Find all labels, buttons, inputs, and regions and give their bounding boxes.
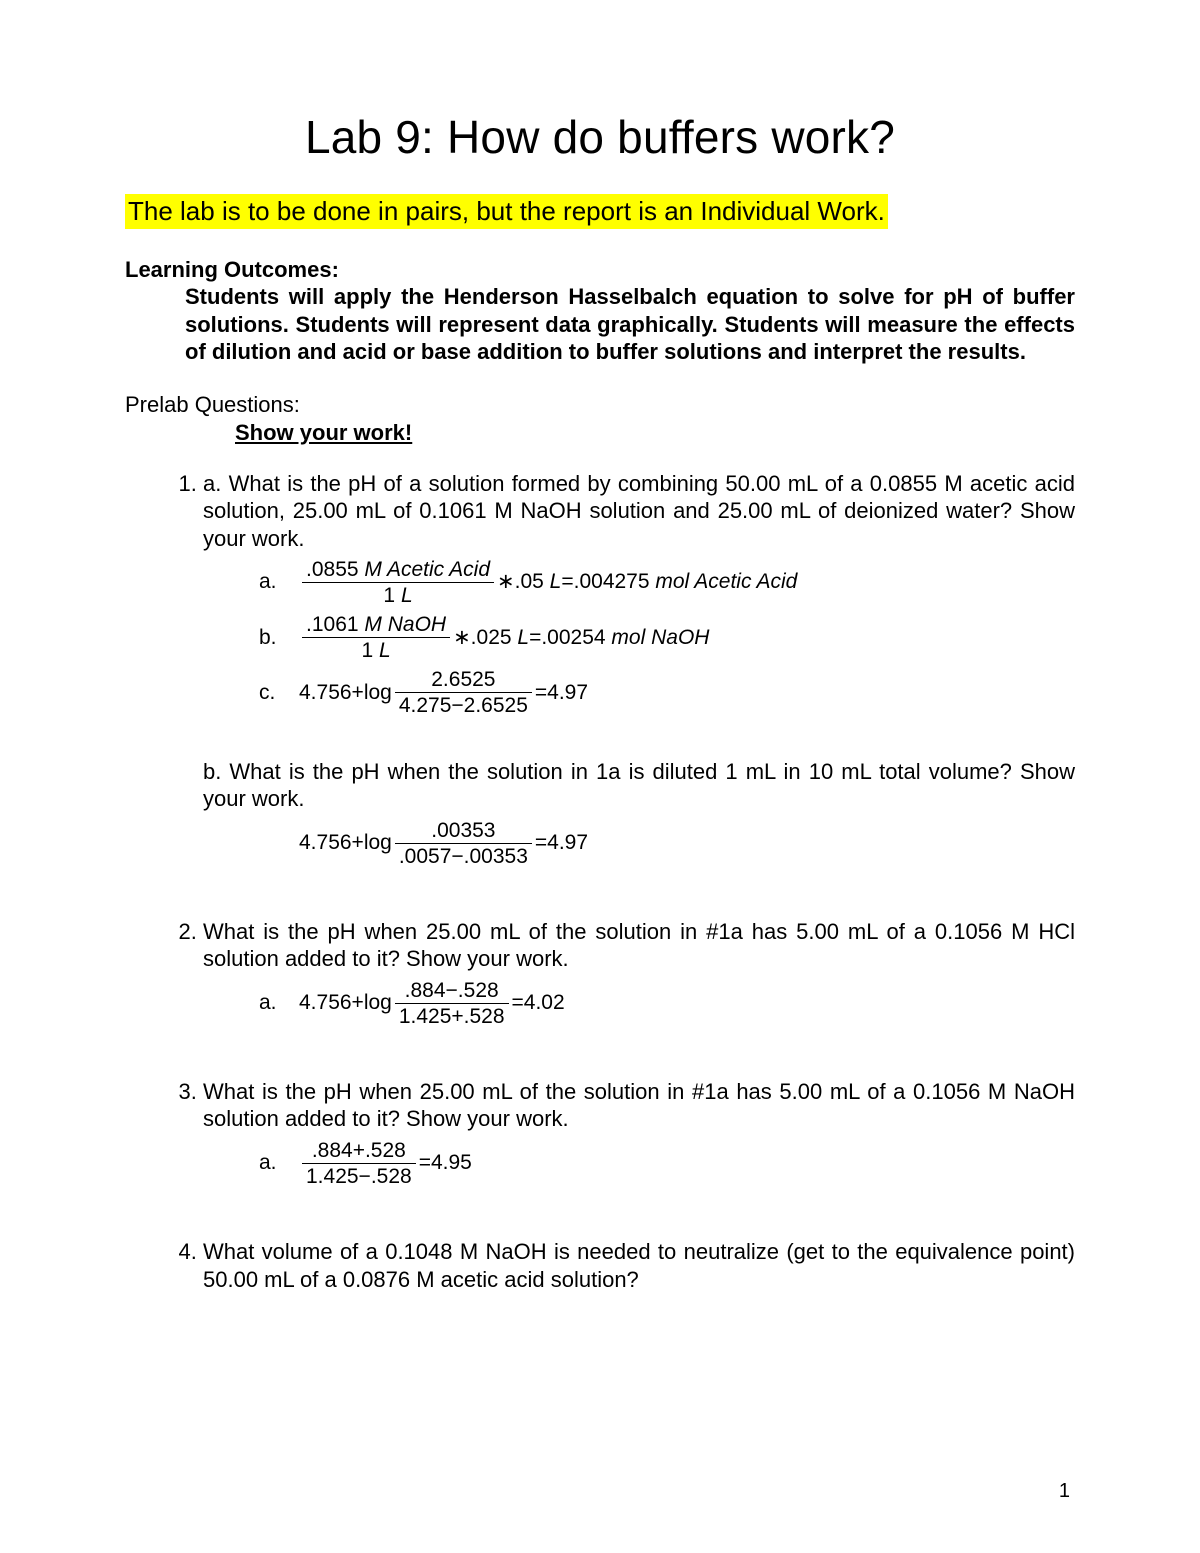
page-number: 1 [1059,1480,1070,1503]
fraction: 2.6525 4.275−2.6525 [395,668,532,717]
prelab-label: Prelab Questions: [125,392,1075,418]
q2-equations: a. 4.756+log .884−.528 1.425+.528 =4.02 [259,979,1075,1028]
q2-eq-a: a. 4.756+log .884−.528 1.425+.528 =4.02 [259,979,1075,1028]
fraction: .884+.528 1.425−.528 [302,1139,416,1188]
denominator: 1 L [302,638,450,662]
eq-letter: c. [259,680,299,706]
eq-tail: =4.02 [512,990,565,1016]
numerator: .884+.528 [302,1139,416,1164]
q1a-equations: a. .0855 M Acetic Acid 1 L ∗.05 L=.00427… [259,558,1075,718]
questions-list: a. What is the pH of a solution formed b… [125,470,1075,1294]
eq-tail: ∗.025 L=.00254 mol NaOH [453,625,709,651]
fraction: .00353 .0057−.00353 [395,819,532,868]
q1b-text: b. What is the pH when the solution in 1… [203,758,1075,813]
question-3: What is the pH when 25.00 mL of the solu… [203,1078,1075,1188]
denominator: 1 L [302,583,494,607]
q2-text: What is the pH when 25.00 mL of the solu… [203,918,1075,973]
question-2: What is the pH when 25.00 mL of the solu… [203,918,1075,1028]
learning-outcomes-heading: Learning Outcomes: [125,257,1075,283]
numerator: .0855 M Acetic Acid [302,558,494,583]
eq-lead: 4.756+log [299,680,392,706]
eq-tail: ∗.05 L=.004275 mol Acetic Acid [497,569,797,595]
highlight-text: The lab is to be done in pairs, but the … [125,194,888,229]
learning-outcomes-body: Students will apply the Henderson Hassel… [185,283,1075,366]
eq-tail: =4.97 [535,680,588,706]
highlight-notice: The lab is to be done in pairs, but the … [125,194,1075,257]
eq-lead: 4.756+log [299,830,392,856]
question-1: a. What is the pH of a solution formed b… [203,470,1075,868]
q4-text: What volume of a 0.1048 M NaOH is needed… [203,1238,1075,1293]
numerator: .884−.528 [395,979,509,1004]
q1-eq-a: a. .0855 M Acetic Acid 1 L ∗.05 L=.00427… [259,558,1075,607]
page-title: Lab 9: How do buffers work? [125,110,1075,164]
fraction: .1061 M NaOH 1 L [302,613,450,662]
q1b-equations: 4.756+log .00353 .0057−.00353 =4.97 [259,819,1075,868]
question-4: What volume of a 0.1048 M NaOH is needed… [203,1238,1075,1293]
q3-eq-a: a. .884+.528 1.425−.528 =4.95 [259,1139,1075,1188]
q3-equations: a. .884+.528 1.425−.528 =4.95 [259,1139,1075,1188]
eq-letter: a. [259,1150,299,1176]
eq-letter: b. [259,625,299,651]
q1-eq-c: c. 4.756+log 2.6525 4.275−2.6525 =4.97 [259,668,1075,717]
denominator: 4.275−2.6525 [395,693,532,717]
denominator: 1.425+.528 [395,1004,509,1028]
show-work-label: Show your work! [235,420,1075,446]
eq-tail: =4.97 [535,830,588,856]
numerator: .00353 [395,819,532,844]
q1a-text: a. What is the pH of a solution formed b… [203,470,1075,553]
fraction: .884−.528 1.425+.528 [395,979,509,1028]
eq-tail: =4.95 [419,1150,472,1176]
q1b-eq: 4.756+log .00353 .0057−.00353 =4.97 [259,819,1075,868]
numerator: .1061 M NaOH [302,613,450,638]
document-page: Lab 9: How do buffers work? The lab is t… [0,0,1200,1553]
q3-text: What is the pH when 25.00 mL of the solu… [203,1078,1075,1133]
eq-lead: 4.756+log [299,990,392,1016]
denominator: .0057−.00353 [395,844,532,868]
fraction: .0855 M Acetic Acid 1 L [302,558,494,607]
eq-letter: a. [259,569,299,595]
eq-letter: a. [259,990,299,1016]
q1-eq-b: b. .1061 M NaOH 1 L ∗.025 L=.00254 mol N… [259,613,1075,662]
denominator: 1.425−.528 [302,1164,416,1188]
numerator: 2.6525 [395,668,532,693]
